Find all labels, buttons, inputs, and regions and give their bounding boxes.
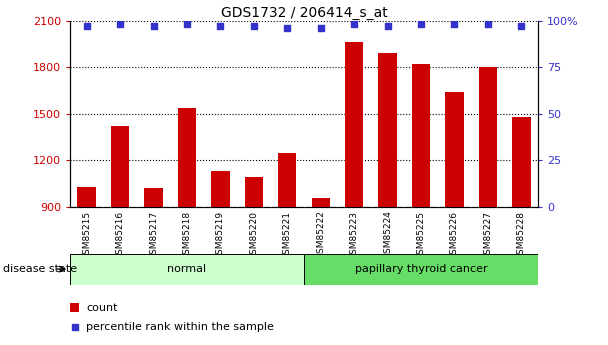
Bar xyxy=(244,177,263,207)
Point xyxy=(383,23,393,29)
Point xyxy=(349,22,359,27)
Text: GSM85223: GSM85223 xyxy=(350,210,359,259)
Bar xyxy=(311,198,330,207)
Text: papillary thyroid cancer: papillary thyroid cancer xyxy=(354,264,488,274)
Point xyxy=(81,23,91,29)
Text: GSM85226: GSM85226 xyxy=(450,210,459,259)
Point xyxy=(115,22,125,27)
Bar xyxy=(278,152,297,207)
Bar xyxy=(412,64,430,207)
Text: GSM85224: GSM85224 xyxy=(383,210,392,259)
Point xyxy=(148,23,158,29)
Text: GSM85215: GSM85215 xyxy=(82,210,91,260)
Point xyxy=(249,23,259,29)
Point xyxy=(416,22,426,27)
Bar xyxy=(70,254,304,285)
Text: percentile rank within the sample: percentile rank within the sample xyxy=(86,322,274,332)
Text: GSM85216: GSM85216 xyxy=(116,210,125,260)
Bar xyxy=(445,92,464,207)
Point xyxy=(282,26,292,31)
Text: count: count xyxy=(86,303,118,313)
Point xyxy=(316,26,326,31)
Text: disease state: disease state xyxy=(3,264,77,274)
Text: GSM85220: GSM85220 xyxy=(249,210,258,259)
Text: GSM85222: GSM85222 xyxy=(316,210,325,259)
Text: GSM85228: GSM85228 xyxy=(517,210,526,259)
Text: GSM85227: GSM85227 xyxy=(483,210,492,259)
Text: GSM85217: GSM85217 xyxy=(149,210,158,260)
Title: GDS1732 / 206414_s_at: GDS1732 / 206414_s_at xyxy=(221,6,387,20)
Text: GSM85219: GSM85219 xyxy=(216,210,225,260)
Bar xyxy=(111,126,130,207)
Text: GSM85225: GSM85225 xyxy=(416,210,426,259)
Point xyxy=(449,22,460,27)
Bar xyxy=(144,188,163,207)
Bar xyxy=(345,42,364,207)
Bar xyxy=(304,254,538,285)
Bar xyxy=(211,171,230,207)
Bar xyxy=(378,53,397,207)
Point xyxy=(483,22,493,27)
Text: GSM85221: GSM85221 xyxy=(283,210,292,259)
Point xyxy=(182,22,192,27)
Point xyxy=(70,324,80,329)
Bar xyxy=(478,67,497,207)
Bar xyxy=(512,117,531,207)
Bar xyxy=(77,187,96,207)
Text: GSM85218: GSM85218 xyxy=(182,210,192,260)
Bar xyxy=(70,303,79,313)
Bar xyxy=(178,108,196,207)
Point xyxy=(517,23,527,29)
Text: normal: normal xyxy=(167,264,207,274)
Point xyxy=(215,23,225,29)
